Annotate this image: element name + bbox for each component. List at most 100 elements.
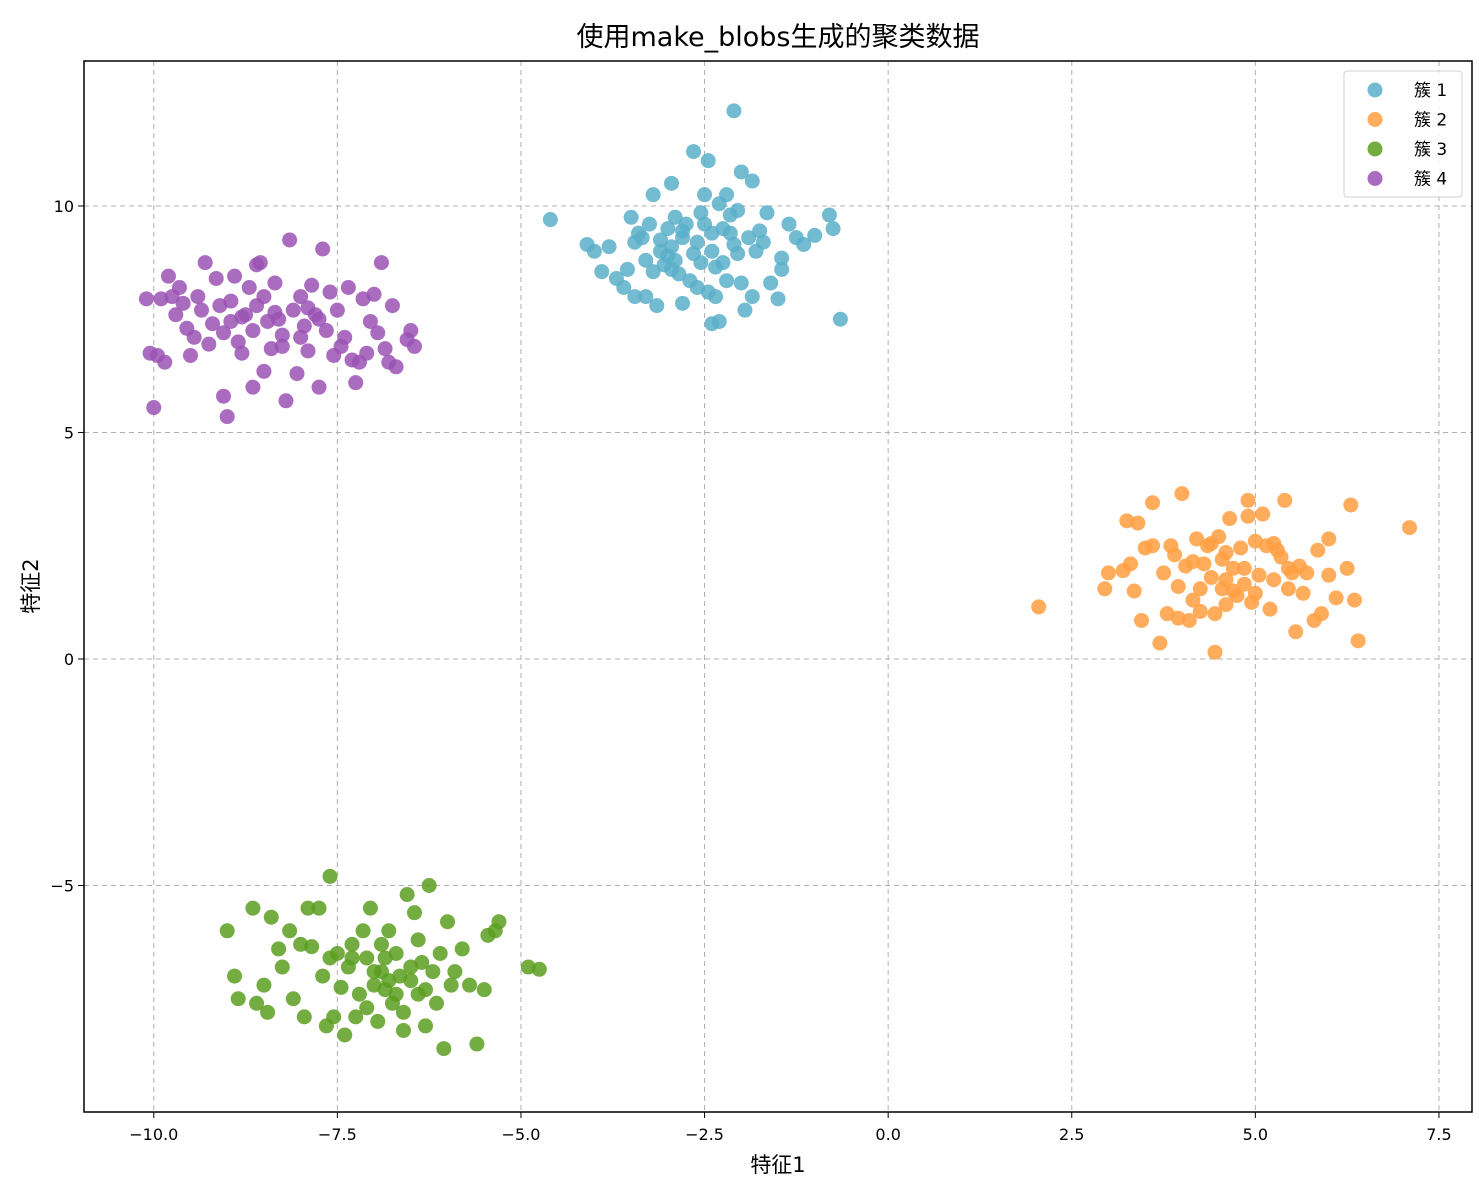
data-point (359, 950, 375, 966)
data-point (432, 945, 448, 961)
data-point (348, 1009, 364, 1025)
data-point (1100, 565, 1116, 581)
data-point (641, 216, 657, 232)
data-point (1152, 635, 1168, 651)
x-tick-label: −10.0 (129, 1125, 178, 1144)
data-point (447, 964, 463, 980)
data-point (616, 280, 632, 296)
data-point (774, 250, 790, 266)
data-point (796, 236, 812, 252)
data-point (395, 1022, 411, 1038)
data-point (1313, 606, 1329, 622)
legend: 簇 1 簇 2 簇 3 簇 4 (1343, 70, 1463, 198)
data-point (667, 209, 683, 225)
data-point (443, 977, 459, 993)
series-1 (542, 103, 848, 332)
data-point (304, 939, 320, 955)
y-tick-label: 5 (64, 423, 74, 442)
data-point (333, 979, 349, 995)
data-point (1192, 581, 1208, 597)
x-tick-label: 5.0 (1243, 1125, 1268, 1144)
data-point (267, 304, 283, 320)
data-point (1240, 492, 1256, 508)
data-point (245, 323, 261, 339)
data-point (406, 338, 422, 354)
data-point (1031, 599, 1047, 615)
data-point (1126, 583, 1142, 599)
data-point (377, 950, 393, 966)
data-point (1233, 540, 1249, 556)
data-point (260, 1004, 276, 1020)
data-point (627, 289, 643, 305)
data-point (1321, 531, 1337, 547)
data-point (263, 909, 279, 925)
data-point (1207, 606, 1223, 622)
data-point (1240, 508, 1256, 524)
data-point (296, 1009, 312, 1025)
legend-box (1343, 70, 1463, 198)
legend-marker (1367, 141, 1383, 157)
data-point (1236, 560, 1252, 576)
data-point (399, 887, 415, 903)
data-point (293, 329, 309, 345)
data-point (355, 923, 371, 939)
data-point (1181, 612, 1197, 628)
data-point (373, 255, 389, 271)
data-point (348, 375, 364, 391)
data-point (1350, 633, 1366, 649)
data-point (693, 205, 709, 221)
data-point (359, 345, 375, 361)
data-point (311, 311, 327, 327)
data-point (675, 295, 691, 311)
data-point (326, 1009, 342, 1025)
data-point (285, 991, 301, 1007)
data-point (722, 225, 738, 241)
data-point (1280, 560, 1296, 576)
data-point (256, 289, 272, 305)
data-point (370, 1013, 386, 1029)
data-point (1222, 511, 1238, 527)
data-point (337, 329, 353, 345)
data-point (388, 986, 404, 1002)
data-point (274, 959, 290, 975)
data-point (1185, 592, 1201, 608)
data-point (190, 289, 206, 305)
data-point (744, 173, 760, 189)
data-point (1280, 581, 1296, 597)
data-point (1134, 612, 1150, 628)
data-point (476, 982, 492, 998)
data-point (586, 243, 602, 259)
data-point (186, 329, 202, 345)
data-point (774, 261, 790, 277)
data-point (157, 354, 173, 370)
data-point (781, 216, 797, 232)
x-tick-label: 0.0 (875, 1125, 900, 1144)
data-point (322, 284, 338, 300)
data-point (344, 950, 360, 966)
data-point (733, 164, 749, 180)
data-point (623, 209, 639, 225)
data-point (1185, 554, 1201, 570)
data-point (234, 309, 250, 325)
data-point (645, 264, 661, 280)
data-point (1321, 567, 1337, 583)
data-point (711, 313, 727, 329)
data-point (1346, 592, 1362, 608)
data-point (1262, 601, 1278, 617)
data-point (282, 923, 298, 939)
data-point (686, 246, 702, 262)
data-point (1266, 572, 1282, 588)
data-point (403, 323, 419, 339)
legend-marker (1367, 171, 1383, 186)
data-point (395, 1004, 411, 1020)
data-point (664, 239, 680, 255)
data-point (675, 223, 691, 239)
plot-frame (83, 60, 1473, 1113)
x-axis: −10.0 −7.5 −5.0 −2.5 0.0 2.5 5.0 7.5 (129, 1112, 1452, 1144)
data-point (381, 973, 397, 989)
data-point (429, 995, 445, 1011)
data-points (138, 103, 1418, 1057)
data-point (1218, 597, 1234, 613)
grid-lines (84, 61, 1472, 1112)
data-point (689, 280, 705, 296)
